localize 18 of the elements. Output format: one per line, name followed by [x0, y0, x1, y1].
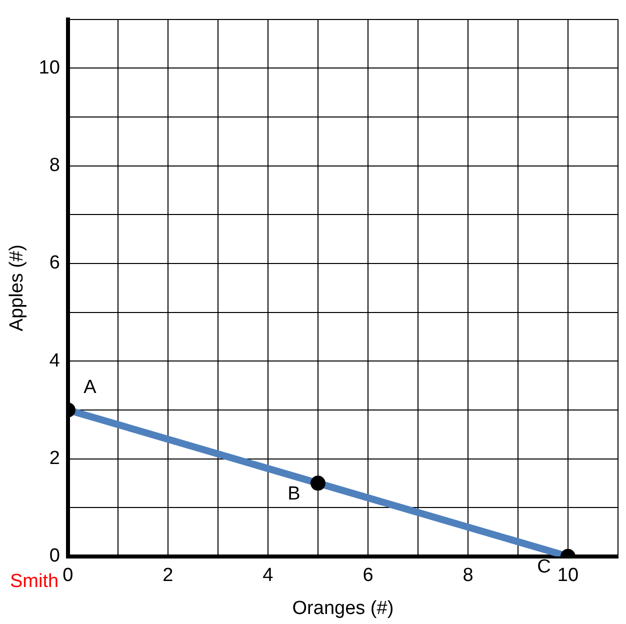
x-tick-label: 10: [557, 565, 579, 586]
y-tick-label: 0: [49, 546, 60, 567]
y-tick-label: 4: [49, 350, 60, 372]
x-axis-title: Oranges (#): [292, 598, 394, 619]
x-tick-label: 4: [262, 565, 274, 586]
x-tick-label: 0: [62, 565, 74, 586]
y-axis-title: Apples (#): [6, 244, 28, 332]
annotation: A: [84, 377, 97, 398]
y-tick-label: 8: [49, 155, 60, 176]
y-tick-label: 2: [49, 448, 60, 469]
x-tick-label: 8: [462, 565, 474, 586]
x-tick-label: 2: [162, 565, 174, 586]
x-tick-label: 6: [362, 565, 374, 586]
annotation: B: [288, 483, 300, 504]
text: Smith: [10, 571, 59, 592]
annotation: C: [537, 556, 551, 578]
y-tick-label: 6: [49, 252, 60, 274]
y-tick-label: 10: [38, 57, 60, 78]
